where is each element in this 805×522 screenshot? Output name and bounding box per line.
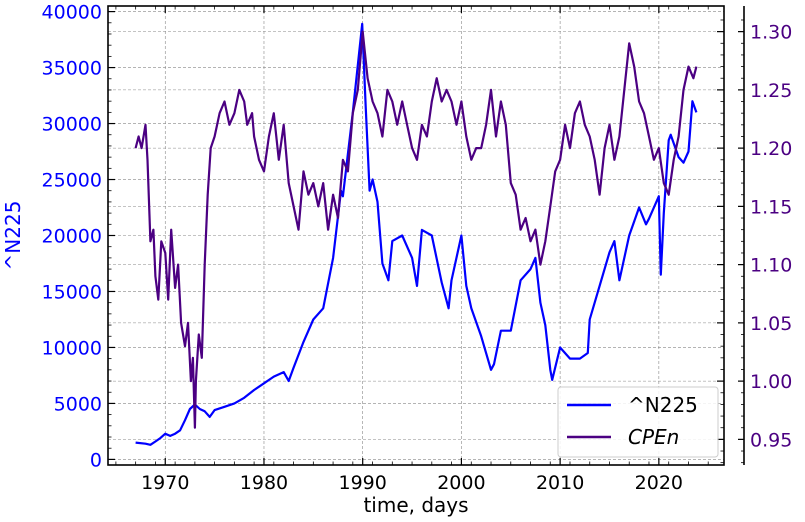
y-right-tick-label-1.10: 1.10	[750, 255, 792, 277]
y-left-tick-label-5000: 5000	[54, 393, 102, 415]
y-axis-left-label: ^N225	[1, 201, 25, 271]
y-right-tick-label-0.95: 0.95	[750, 429, 792, 451]
x-tick-label-1970: 1970	[141, 472, 189, 494]
x-tick-label-2020: 2020	[635, 472, 683, 494]
legend-label-cpen: CPEn	[628, 425, 679, 449]
y-left-tick-label-35000: 35000	[42, 58, 102, 80]
x-tick-label-2000: 2000	[437, 472, 485, 494]
y-left-tick-label-30000: 30000	[42, 114, 102, 136]
y-left-tick-label-15000: 15000	[42, 281, 102, 303]
y-right-tick-label-1.05: 1.05	[750, 313, 792, 335]
y-left-tick-label-0: 0	[90, 449, 102, 471]
y-right-tick-label-1.20: 1.20	[750, 138, 792, 160]
y-left-tick-label-10000: 10000	[42, 337, 102, 359]
series-line-n225	[135, 22, 698, 446]
y-right-tick-label-1.25: 1.25	[750, 80, 792, 102]
y-left-tick-label-25000: 25000	[42, 170, 102, 192]
x-tick-label-2010: 2010	[536, 472, 584, 494]
legend-label-n225: ^N225	[628, 393, 698, 417]
x-tick-label-1980: 1980	[240, 472, 288, 494]
tick-labels: 1970 1980 1990 2000 2010 2020 0 5000 10000 15000 2…	[42, 2, 793, 494]
y-left-tick-label-20000: 20000	[42, 226, 102, 248]
x-axis-label: time, days	[363, 493, 468, 517]
y-right-tick-label-1.00: 1.00	[750, 371, 792, 393]
legend: ^N225 CPEn	[557, 386, 719, 458]
y-right-tick-label-1.15: 1.15	[750, 196, 792, 218]
x-tick-label-1990: 1990	[339, 472, 387, 494]
y-left-tick-label-40000: 40000	[42, 2, 102, 24]
series-line-cpen	[134, 30, 698, 429]
y-right-tick-label-1.30: 1.30	[750, 22, 792, 44]
series-layer	[134, 22, 698, 446]
axis-ticks	[108, 6, 745, 465]
